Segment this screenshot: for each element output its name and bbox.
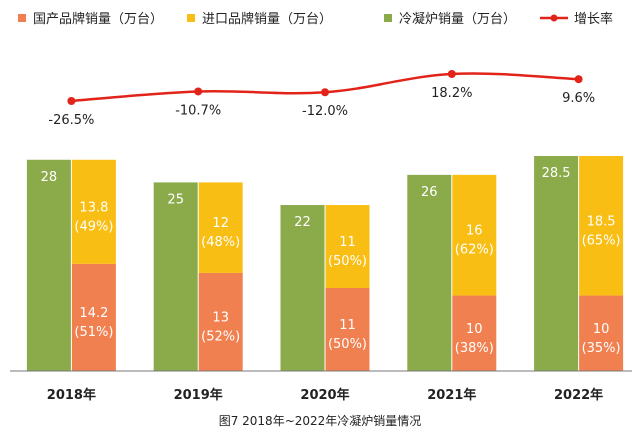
x-tick-label-1: 2019年 <box>174 387 223 403</box>
growth-line <box>71 72 579 103</box>
growth-point-0 <box>67 97 76 105</box>
bar-import-4 <box>579 156 624 296</box>
bar-domestic-1 <box>198 272 243 371</box>
bar-import-label-1-line-1: (48%) <box>201 235 240 250</box>
bar-total-0 <box>26 159 71 371</box>
bar-domestic-label-0-line-1: (51%) <box>74 325 113 340</box>
bar-total-2 <box>280 205 325 371</box>
x-tick-label-3: 2021年 <box>427 387 476 403</box>
bar-import-label-4-line-1: (65%) <box>582 233 621 248</box>
bar-total-label-3: 26 <box>421 185 438 200</box>
bar-total-3 <box>407 174 452 371</box>
bar-domestic-label-2-line-0: 11 <box>339 318 356 333</box>
bar-import-label-2-line-0: 11 <box>339 235 356 250</box>
growth-point-4 <box>574 75 583 84</box>
legend: 国产品牌销量（万台） 进口品牌销量（万台） 冷凝炉销量（万台） 增长率 <box>18 11 613 27</box>
bar-domestic-0 <box>71 263 116 371</box>
x-tick-label-4: 2022年 <box>554 387 603 403</box>
x-tick-label-0: 2018年 <box>47 387 96 403</box>
bar-domestic-3 <box>452 295 497 371</box>
legend-label-import: 进口品牌销量（万台） <box>202 11 332 27</box>
growth-layer: -26.5% -10.7% -12.0% 18.2% 9.6% <box>48 70 595 128</box>
bar-domestic-4 <box>579 295 624 371</box>
bar-import-label-3-line-0: 16 <box>466 224 483 239</box>
legend-label-growth: 增长率 <box>574 11 613 27</box>
bar-total-label-0: 28 <box>41 170 58 185</box>
chart-caption: 图7 2018年~2022年冷凝炉销量情况 <box>219 413 422 428</box>
bar-import-label-1-line-0: 12 <box>212 216 229 231</box>
legend-marker-growth <box>550 14 558 22</box>
growth-label-3: 18.2% <box>431 86 472 101</box>
bar-import-0 <box>71 159 116 264</box>
growth-label-4: 9.6% <box>562 91 595 106</box>
bar-total-label-2: 22 <box>294 215 311 230</box>
bar-import-3 <box>452 174 497 296</box>
x-tick-label-2: 2020年 <box>300 387 349 403</box>
legend-label-domestic: 国产品牌销量（万台） <box>33 11 163 27</box>
growth-label-1: -10.7% <box>175 103 221 118</box>
bar-import-1 <box>198 182 243 273</box>
bar-domestic-2 <box>325 288 370 371</box>
bar-domestic-label-0-line-0: 14.2 <box>79 306 108 321</box>
growth-point-1 <box>194 87 203 96</box>
bar-domestic-label-1-line-0: 13 <box>212 310 229 325</box>
bar-domestic-label-4-line-1: (35%) <box>582 341 621 356</box>
bar-total-1 <box>153 182 198 371</box>
bar-import-2 <box>325 205 370 289</box>
bar-domestic-label-4-line-0: 10 <box>593 322 610 337</box>
legend-swatch-domestic <box>18 14 26 22</box>
bar-domestic-label-1-line-1: (52%) <box>201 329 240 344</box>
legend-label-total: 冷凝炉销量（万台） <box>399 11 516 27</box>
growth-point-3 <box>447 70 456 78</box>
bar-total-4 <box>534 156 579 371</box>
bar-import-label-4-line-0: 18.5 <box>587 214 616 229</box>
bar-import-label-0-line-0: 13.8 <box>79 200 108 215</box>
bar-import-label-0-line-1: (49%) <box>74 219 113 234</box>
legend-swatch-total <box>384 14 392 22</box>
bar-domestic-label-3-line-1: (38%) <box>455 341 494 356</box>
bar-total-label-1: 25 <box>167 192 184 207</box>
bar-total-label-4: 28.5 <box>542 166 571 181</box>
bar-import-label-2-line-1: (50%) <box>328 254 367 269</box>
bar-domestic-label-2-line-1: (50%) <box>328 337 367 352</box>
legend-swatch-import <box>187 14 195 22</box>
bars-layer: 28 14.2 (51%) 13.8 (49%) 25 13 (52%) 12 (48%) 22 11… <box>26 156 624 371</box>
bar-import-label-3-line-1: (62%) <box>455 243 494 258</box>
growth-label-2: -12.0% <box>302 104 348 119</box>
growth-point-2 <box>321 88 329 97</box>
bar-domestic-label-3-line-0: 10 <box>466 322 483 337</box>
x-axis: 2018年 2019年 2020年 2021年 2022年 <box>47 387 603 403</box>
growth-label-0: -26.5% <box>48 113 94 128</box>
